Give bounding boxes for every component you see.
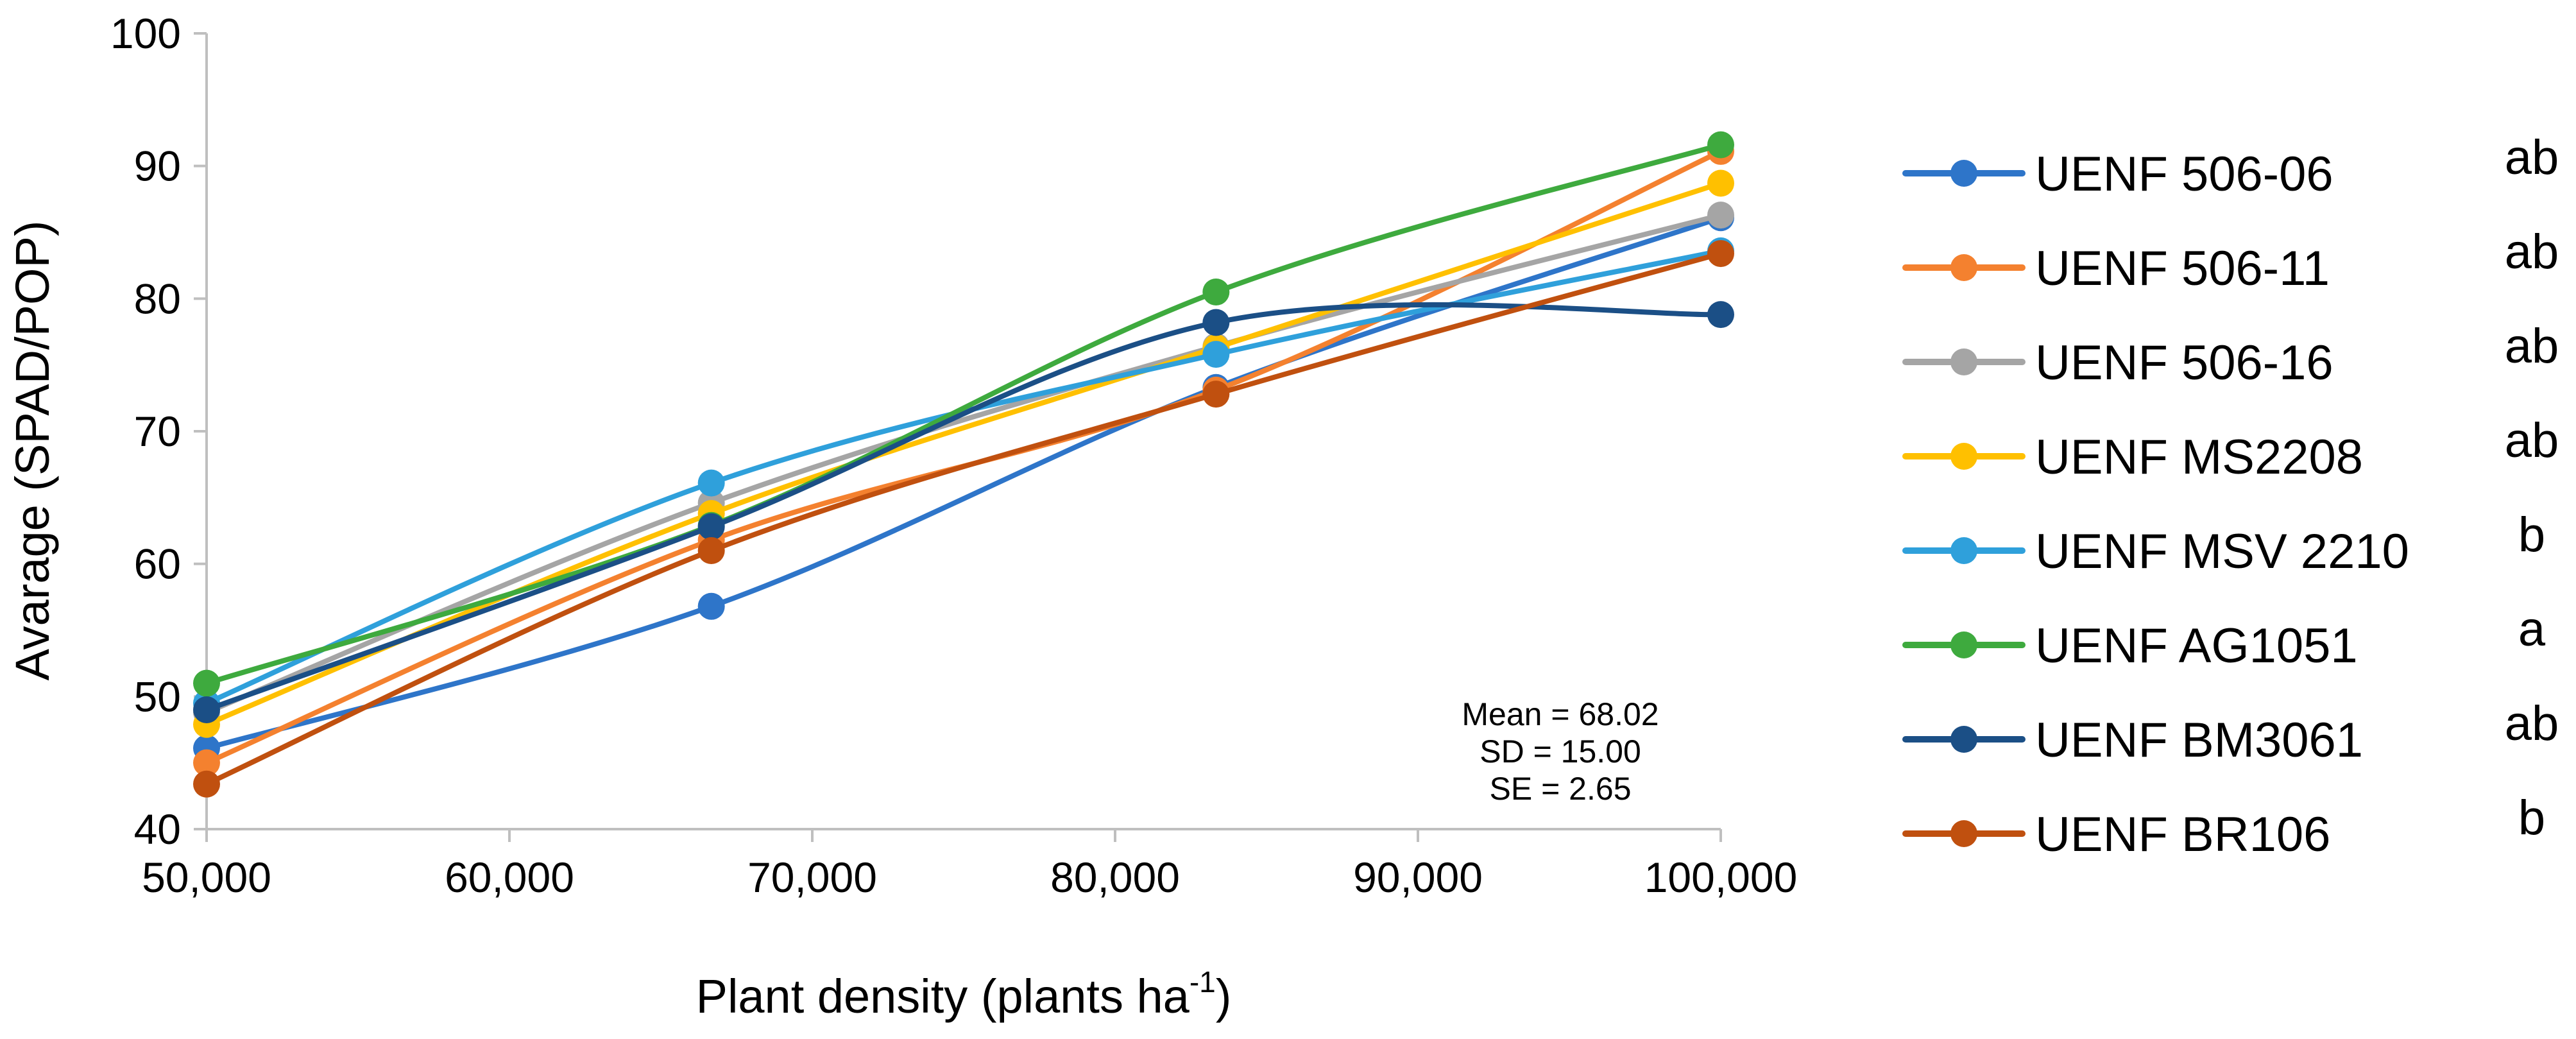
x-axis-title-suffix: ) xyxy=(1216,970,1232,1023)
legend-group-letter: a xyxy=(2518,602,2546,657)
legend-swatch-marker xyxy=(1950,443,1977,470)
series-line xyxy=(204,148,1723,766)
y-tick-label: 50 xyxy=(134,673,181,720)
series-3 xyxy=(193,169,1734,738)
data-point xyxy=(1202,309,1230,336)
legend-group-letter: ab xyxy=(2505,319,2559,374)
y-tick-label: 60 xyxy=(134,540,181,588)
data-point xyxy=(697,537,725,564)
legend-swatch-marker xyxy=(1950,820,1977,847)
legend-item: UENF BR106 b xyxy=(1902,791,2545,862)
legend-label: UENF 506-06 xyxy=(2035,147,2333,202)
x-axis-title: Plant density (plants ha-1) xyxy=(696,965,1232,1023)
legend-group-letter: b xyxy=(2518,508,2545,562)
series-line xyxy=(204,251,1723,787)
x-tick-label: 90,000 xyxy=(1353,854,1483,901)
legend-group-letter: ab xyxy=(2505,413,2559,468)
series-layer xyxy=(193,131,1734,798)
data-point xyxy=(193,770,220,798)
data-point xyxy=(697,469,725,497)
legend-group-letter: ab xyxy=(2505,130,2559,185)
legend-group-letter: ab xyxy=(2505,696,2559,751)
stat-line: SE = 2.65 xyxy=(1490,771,1632,807)
legend-label: UENF MS2208 xyxy=(2035,430,2363,485)
series-6 xyxy=(193,301,1734,723)
x-axis-title-superscript: -1 xyxy=(1190,965,1216,999)
y-tick-label: 80 xyxy=(134,275,181,322)
legend-item: UENF BM3061 ab xyxy=(1902,696,2559,768)
series-line xyxy=(204,302,1723,712)
legend-item: UENF MS2208 ab xyxy=(1902,413,2559,485)
x-axis-title-main: Plant density (plants ha xyxy=(696,970,1190,1023)
x-tick-label: 80,000 xyxy=(1050,854,1180,901)
legend-group-letter: b xyxy=(2518,791,2545,845)
stat-line: SD = 15.00 xyxy=(1480,734,1641,769)
legend-label: UENF BM3061 xyxy=(2035,713,2363,768)
series-7 xyxy=(193,240,1734,798)
legend-swatch-marker xyxy=(1950,537,1977,564)
data-point xyxy=(1707,169,1734,197)
legend-item: UENF 506-06 ab xyxy=(1902,130,2559,202)
y-tick-label: 70 xyxy=(134,408,181,455)
y-tick-label: 100 xyxy=(110,10,181,57)
data-point xyxy=(1202,341,1230,368)
data-point xyxy=(1707,301,1734,329)
legend-item: UENF AG1051 a xyxy=(1902,602,2546,673)
data-point xyxy=(193,669,220,697)
y-tick-label: 40 xyxy=(134,805,181,853)
x-tick-label: 100,000 xyxy=(1644,854,1798,901)
legend-swatch-marker xyxy=(1950,631,1977,658)
x-tick-label: 50,000 xyxy=(142,854,271,901)
legend-item: UENF 506-16 ab xyxy=(1902,319,2559,390)
legend-item: UENF MSV 2210 b xyxy=(1902,508,2545,579)
series-line xyxy=(204,142,1723,686)
legend-label: UENF BR106 xyxy=(2035,807,2330,862)
series-4 xyxy=(193,237,1734,717)
data-point xyxy=(697,513,725,540)
legend-group-letter: ab xyxy=(2505,225,2559,279)
data-point xyxy=(1707,240,1734,268)
data-point xyxy=(1202,279,1230,305)
data-point xyxy=(1707,202,1734,229)
legend-swatch-marker xyxy=(1950,348,1977,375)
x-tick-label: 60,000 xyxy=(445,854,574,901)
series-line xyxy=(204,248,1723,706)
data-point xyxy=(193,749,220,777)
x-tick-label: 70,000 xyxy=(747,854,877,901)
y-axis-title: Avarage (SPAD/POP) xyxy=(6,221,59,681)
stat-line: Mean = 68.02 xyxy=(1462,696,1659,732)
data-point xyxy=(697,592,725,620)
legend-swatch-marker xyxy=(1950,726,1977,753)
series-line xyxy=(204,215,1723,751)
legend-label: UENF MSV 2210 xyxy=(2035,524,2409,579)
data-point xyxy=(1202,381,1230,408)
y-tick-label: 90 xyxy=(134,142,181,190)
legend-swatch-marker xyxy=(1950,254,1977,281)
axes: 40 50 60 70 80 90 100 50,000 60,000 70,000 80,000 9… xyxy=(6,10,1797,1023)
data-point xyxy=(193,696,220,723)
legend-item: UENF 506-11 ab xyxy=(1902,225,2559,296)
legend-label: UENF AG1051 xyxy=(2035,619,2358,673)
legend-label: UENF 506-16 xyxy=(2035,336,2333,390)
legend-swatch-marker xyxy=(1950,160,1977,187)
legend-label: UENF 506-11 xyxy=(2035,241,2330,296)
data-point xyxy=(1707,131,1734,159)
